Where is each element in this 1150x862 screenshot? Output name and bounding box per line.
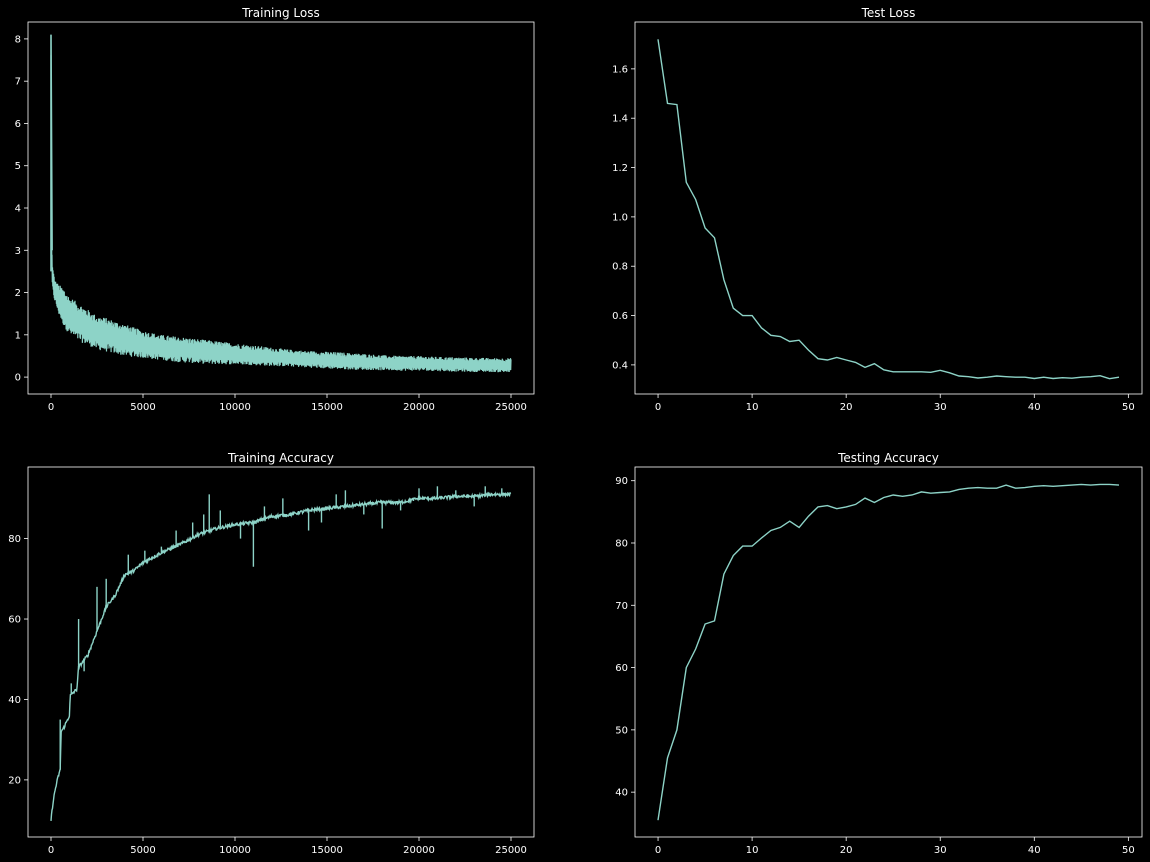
training-accuracy-ytick-label: 60 xyxy=(8,615,21,626)
testing-accuracy-chart: 0 10 20 30 40 50 40 50 60 70 80 90 Testing Accuracy xyxy=(615,451,1143,856)
testing-accuracy-ytick-label: 80 xyxy=(615,538,628,549)
test-loss-title: Test Loss xyxy=(861,6,916,20)
testing-accuracy-xtick-label: 0 xyxy=(655,845,661,856)
training-loss-ytick-label: 2 xyxy=(15,288,21,299)
training-loss-xtick-label: 25000 xyxy=(495,402,527,413)
training-accuracy-chart: 0 5000 10000 15000 20000 25000 20 40 60 80 Trainin… xyxy=(8,451,535,856)
training-loss-plot-area xyxy=(50,34,512,373)
training-loss-ytick-label: 3 xyxy=(15,246,21,257)
training-loss-xtick-label: 0 xyxy=(48,402,54,413)
test-loss-chart: 0 10 20 30 40 50 0.4 0.6 0.8 1.0 1.2 1.4 1.6 Test Los… xyxy=(612,6,1143,413)
training-loss-title: Training Loss xyxy=(241,6,319,20)
testing-accuracy-plot-area xyxy=(657,483,1120,821)
training-accuracy-xtick-label: 0 xyxy=(48,845,54,856)
testing-accuracy-xtick-label: 10 xyxy=(746,845,759,856)
training-accuracy-xtick-label: 25000 xyxy=(495,845,527,856)
training-loss-xtick-label: 10000 xyxy=(219,402,251,413)
training-accuracy-xtick-label: 20000 xyxy=(403,845,435,856)
test-loss-xtick-label: 50 xyxy=(1122,402,1135,413)
training-loss-ytick-label: 7 xyxy=(15,77,21,88)
test-loss-ytick-label: 1.0 xyxy=(612,212,628,223)
training-accuracy-ytick-label: 80 xyxy=(8,534,21,545)
training-loss-initial-spike xyxy=(50,34,53,272)
training-accuracy-ytick-label: 20 xyxy=(8,775,21,786)
training-loss-ytick-label: 0 xyxy=(15,373,21,384)
training-loss-ytick-label: 5 xyxy=(15,161,21,172)
test-loss-axes-frame xyxy=(634,21,1143,395)
testing-accuracy-ytick-label: 70 xyxy=(615,601,628,612)
test-loss-ytick-label: 0.6 xyxy=(612,311,628,322)
testing-accuracy-axes-frame xyxy=(634,466,1143,838)
training-loss-chart: 0 5000 10000 15000 20000 25000 0 1 2 3 4 5 6 7 8 Traini… xyxy=(15,6,535,413)
test-loss-xtick-label: 30 xyxy=(934,402,947,413)
training-accuracy-xtick-label: 10000 xyxy=(219,845,251,856)
test-loss-xtick-label: 0 xyxy=(655,402,661,413)
training-loss-xtick-label: 20000 xyxy=(403,402,435,413)
training-loss-ytick-label: 6 xyxy=(15,119,21,130)
test-loss-xtick-label: 20 xyxy=(840,402,853,413)
training-accuracy-title: Training Accuracy xyxy=(227,451,334,465)
training-accuracy-axes-frame xyxy=(27,466,535,838)
training-accuracy-ytick-label: 40 xyxy=(8,695,21,706)
training-loss-series-line xyxy=(50,55,512,373)
test-loss-xtick-label: 10 xyxy=(746,402,759,413)
testing-accuracy-series-line xyxy=(657,483,1120,821)
training-accuracy-xtick-label: 5000 xyxy=(130,845,155,856)
training-accuracy-xtick-label: 15000 xyxy=(311,845,343,856)
test-loss-ytick-label: 1.4 xyxy=(612,114,628,125)
training-loss-ytick-label: 8 xyxy=(15,34,21,45)
training-loss-xtick-label: 5000 xyxy=(130,402,155,413)
testing-accuracy-ytick-label: 40 xyxy=(615,788,628,799)
testing-accuracy-title: Testing Accuracy xyxy=(837,451,939,465)
test-loss-ytick-label: 0.8 xyxy=(612,262,628,273)
training-loss-ytick-label: 4 xyxy=(15,204,21,215)
test-loss-ytick-label: 1.2 xyxy=(612,163,628,174)
test-loss-ytick-label: 0.4 xyxy=(612,360,628,371)
test-loss-ytick-label: 1.6 xyxy=(612,64,628,75)
testing-accuracy-ytick-label: 50 xyxy=(615,725,628,736)
test-loss-xtick-label: 40 xyxy=(1028,402,1041,413)
testing-accuracy-xtick-label: 20 xyxy=(840,845,853,856)
training-loss-xtick-label: 15000 xyxy=(311,402,343,413)
testing-accuracy-xtick-label: 30 xyxy=(934,845,947,856)
test-loss-plot-area xyxy=(657,39,1120,380)
training-accuracy-plot-area xyxy=(50,486,512,821)
testing-accuracy-xtick-label: 40 xyxy=(1028,845,1041,856)
training-loss-ytick-label: 1 xyxy=(15,330,21,341)
testing-accuracy-xtick-label: 50 xyxy=(1122,845,1135,856)
testing-accuracy-ytick-label: 60 xyxy=(615,663,628,674)
test-loss-series-line xyxy=(657,39,1120,380)
testing-accuracy-ytick-label: 90 xyxy=(615,476,628,487)
